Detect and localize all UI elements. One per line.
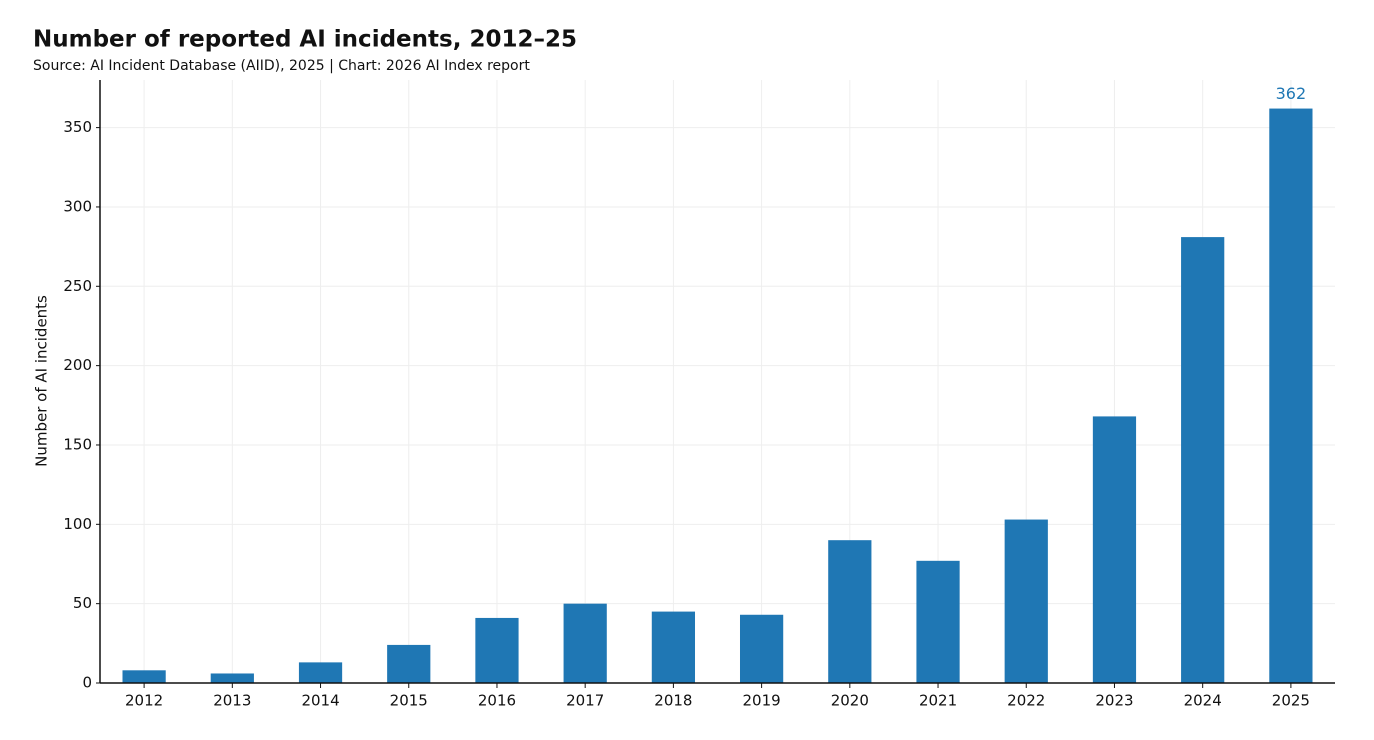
y-tick-label: 50 [73,594,92,612]
x-tick-label: 2022 [1007,692,1045,710]
x-tick-label: 2018 [654,692,692,710]
bar [563,603,607,683]
y-tick-label: 350 [63,118,92,136]
y-tick-label: 0 [82,674,92,692]
bar [828,540,872,683]
y-tick-label: 300 [63,197,92,215]
y-tick-label: 200 [63,356,92,374]
bar [651,611,696,683]
bar [1181,237,1225,684]
bar [122,670,166,683]
x-tick-label: 2016 [478,692,516,710]
x-tick-label: 2014 [301,692,339,710]
chart-subtitle: Source: AI Incident Database (AIID), 202… [33,58,530,74]
y-axis-label: Number of AI incidents [33,295,51,467]
x-tick-label: 2025 [1272,692,1310,710]
data-label: 362 [1276,84,1307,103]
x-tick-label: 2013 [213,692,251,710]
x-tick-label: 2017 [566,692,604,710]
x-tick-label: 2020 [831,692,869,710]
x-tick-label: 2015 [390,692,428,710]
bar [210,673,254,683]
x-tick-label: 2023 [1095,692,1133,710]
x-tick-label: 2024 [1184,692,1222,710]
bar [1269,108,1313,683]
x-tick-label: 2021 [919,692,957,710]
bar [1092,416,1137,683]
y-tick-label: 150 [63,435,92,453]
y-tick-label: 100 [63,515,92,533]
bar [475,617,519,683]
bar [387,644,431,683]
chart-title: Number of reported AI incidents, 2012–25 [33,27,577,53]
x-tick-label: 2019 [743,692,781,710]
bar [1004,519,1048,683]
bar [916,560,960,683]
y-tick-label: 250 [63,277,92,295]
bar [739,614,784,683]
bar [298,662,343,683]
x-tick-label: 2012 [125,692,163,710]
